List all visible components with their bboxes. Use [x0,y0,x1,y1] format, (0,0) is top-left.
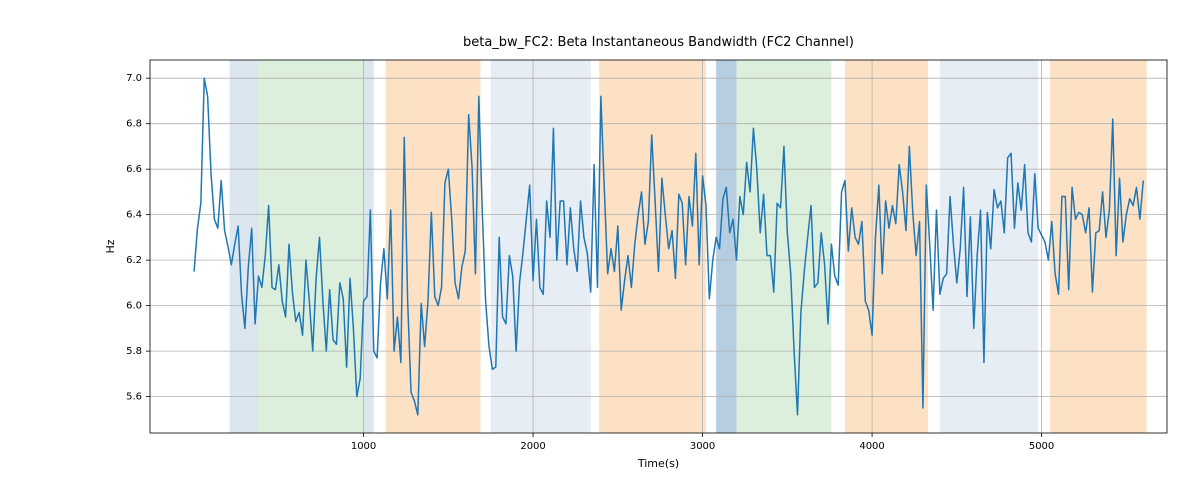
y-tick-label: 5.8 [126,346,142,357]
x-axis-label: Time(s) [637,457,679,470]
x-tick-label: 5000 [1029,441,1054,452]
y-tick-label: 7.0 [126,73,142,84]
x-tick-label: 3000 [690,441,715,452]
y-tick-label: 6.6 [126,164,142,175]
x-tick-label: 1000 [351,441,376,452]
y-tick-label: 6.8 [126,119,142,130]
x-tick-label: 2000 [520,441,545,452]
x-tick-label: 4000 [859,441,884,452]
y-tick-label: 5.6 [126,392,142,403]
chart-container: 1000 2000 3000 4000 5000 5.6 5.8 6.0 6.2 6.4 6.6 6.… [0,0,1200,500]
line-chart: 1000 2000 3000 4000 5000 5.6 5.8 6.0 6.2 6.4 6.6 6.… [0,0,1200,500]
y-tick-label: 6.4 [126,210,142,221]
y-axis-label: Hz [104,239,117,253]
chart-title: beta_bw_FC2: Beta Instantaneous Bandwidt… [463,35,854,50]
y-tick-label: 6.2 [126,255,142,266]
y-tick-label: 6.0 [126,301,142,312]
background-regions [230,60,1147,433]
